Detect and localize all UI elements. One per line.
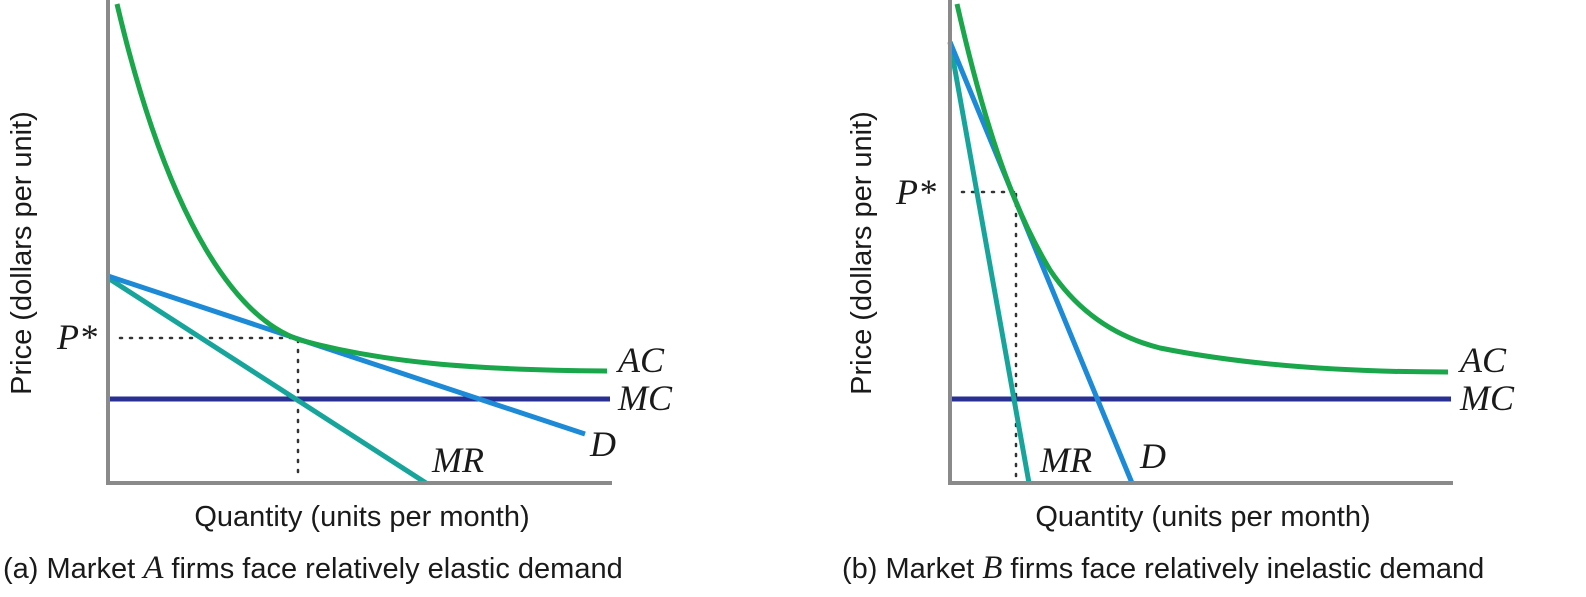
panel-b-p-star-label: P* bbox=[895, 172, 936, 212]
panel-b-caption-before: (b) Market bbox=[842, 553, 982, 585]
panel-a-caption-after: firms face relatively elastic demand bbox=[163, 553, 622, 585]
panel-a-caption-before: (a) Market bbox=[3, 553, 143, 585]
panel-a-caption: (a) Market A firms face relatively elast… bbox=[3, 550, 623, 586]
panel-a: Price (dollars per unit) Quantity (units… bbox=[3, 0, 673, 586]
panel-b-caption-after: firms face relatively inelastic demand bbox=[1002, 553, 1484, 585]
panel-a-ac-curve bbox=[114, 3, 608, 374]
panel-b-y-axis-label: Price (dollars per unit) bbox=[846, 111, 878, 395]
panel-b-caption-market: B bbox=[982, 550, 1002, 586]
panel-b-mc-label: MC bbox=[1459, 378, 1515, 418]
panel-b-ac-curve bbox=[954, 3, 1449, 375]
panel-a-p-star-label: P* bbox=[56, 317, 97, 357]
panel-a-d-label: D bbox=[589, 424, 616, 464]
panel-b-caption: (b) Market B firms face relatively inela… bbox=[842, 550, 1484, 586]
panel-b-d-label: D bbox=[1139, 436, 1166, 476]
panel-b-mr-curve bbox=[947, 41, 1032, 484]
panel-a-mc-label: MC bbox=[617, 378, 673, 418]
panel-a-axes bbox=[106, 0, 612, 485]
panel-a-demand-curve bbox=[107, 273, 586, 437]
panel-b-demand-curve bbox=[947, 41, 1135, 484]
panel-b-mr-label: MR bbox=[1039, 440, 1092, 480]
panel-b-ac-label: AC bbox=[1458, 340, 1507, 380]
panel-a-x-axis-label: Quantity (units per month) bbox=[194, 501, 529, 533]
panel-a-mr-label: MR bbox=[431, 440, 484, 480]
panel-b-x-axis-label: Quantity (units per month) bbox=[1035, 501, 1370, 533]
panel-b-axes bbox=[948, 0, 1453, 485]
panel-a-caption-market: A bbox=[141, 550, 164, 586]
panel-b: Price (dollars per unit) Quantity (units… bbox=[842, 0, 1515, 586]
panel-a-y-axis-label: Price (dollars per unit) bbox=[6, 111, 38, 395]
panel-a-mr-curve bbox=[106, 275, 428, 486]
panel-a-ac-label: AC bbox=[616, 340, 665, 380]
